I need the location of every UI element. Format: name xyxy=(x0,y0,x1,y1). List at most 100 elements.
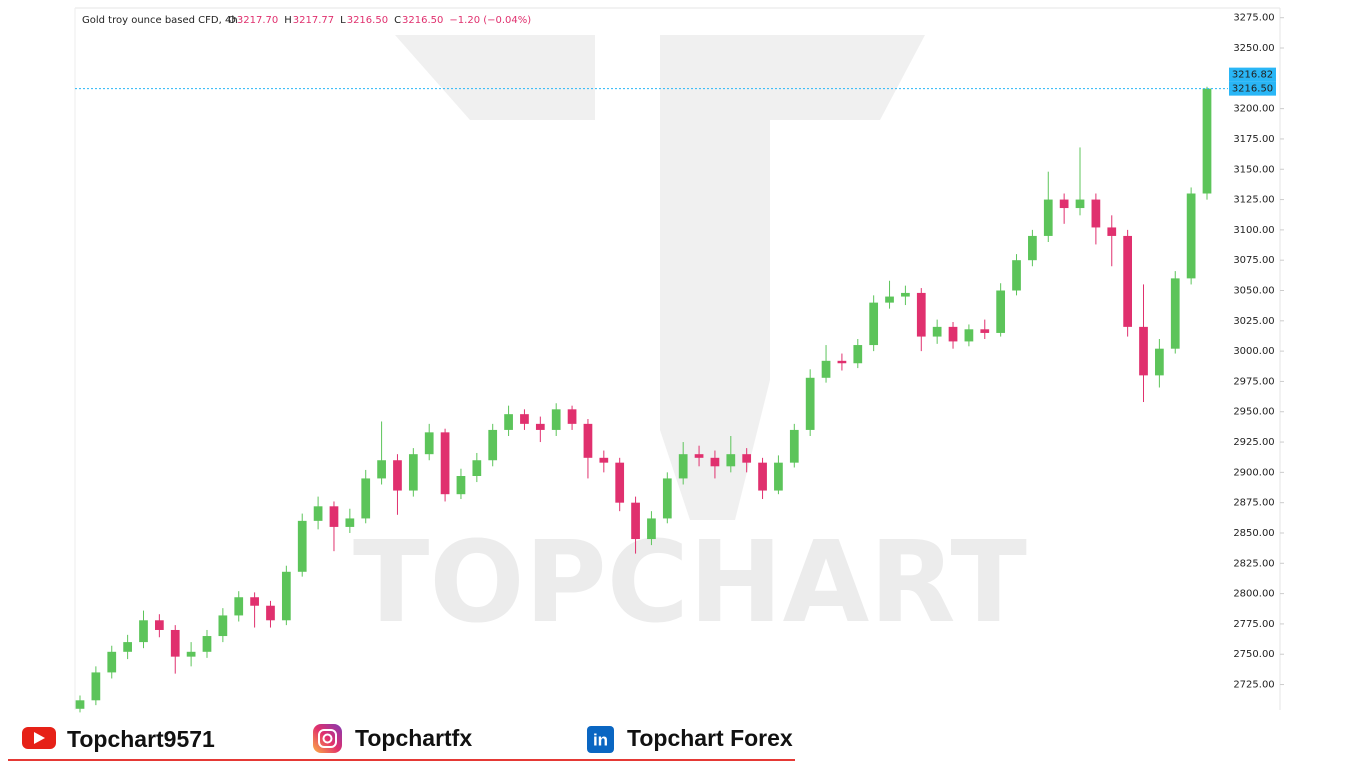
y-tick-label: 2850.00 xyxy=(1233,528,1274,539)
y-tick-label: 2900.00 xyxy=(1233,467,1274,478)
instagram-lens xyxy=(322,733,333,744)
price-label-box xyxy=(1229,67,1276,82)
candle-body xyxy=(424,432,434,455)
candle-body xyxy=(774,462,783,491)
ohlc-value: 3217.70 xyxy=(237,15,278,26)
candle-body xyxy=(1012,260,1021,291)
candle-body xyxy=(615,462,625,503)
ohlc-value: 3217.77 xyxy=(293,15,334,26)
plot xyxy=(75,86,1212,713)
candle-body xyxy=(964,329,974,342)
candle-body xyxy=(75,700,85,709)
candle-body xyxy=(567,409,577,424)
candle-body xyxy=(377,460,386,479)
ohlc-value: 3216.50 xyxy=(347,15,388,26)
candle-body xyxy=(107,651,117,673)
y-tick-label: 2925.00 xyxy=(1233,437,1274,448)
candle-body xyxy=(155,620,164,630)
watermark: TOPCHART xyxy=(353,518,1027,648)
y-tick-label: 2750.00 xyxy=(1233,649,1274,660)
candle-body xyxy=(123,642,132,652)
candle-body xyxy=(345,518,355,527)
social-handle: Topchart Forex xyxy=(627,725,793,751)
ohlc-header: O 3217.70 H 3217.77 L 3216.50 C 3216.50 −1.20 (−… xyxy=(228,15,531,26)
candle-body xyxy=(1075,199,1085,209)
y-tick-label: 2825.00 xyxy=(1233,558,1274,569)
candle-body xyxy=(742,454,752,463)
candle-body xyxy=(821,360,831,378)
candle-body xyxy=(551,409,561,430)
social-handle: Topchartfx xyxy=(355,725,472,751)
y-tick-label: 3250.00 xyxy=(1233,43,1274,54)
candle-body xyxy=(440,432,450,495)
y-tick-label: 3125.00 xyxy=(1233,195,1274,206)
candle-body xyxy=(916,292,926,337)
y-tick-label: 3275.00 xyxy=(1233,13,1274,24)
candle-body xyxy=(1155,348,1164,376)
social-handle: Topchart9571 xyxy=(67,726,215,752)
candle-body xyxy=(91,672,101,701)
candle-body xyxy=(1028,235,1037,261)
y-tick-label: 2875.00 xyxy=(1233,498,1274,509)
candle-body xyxy=(1139,326,1148,376)
candle-body xyxy=(329,506,339,527)
ohlc-label: C xyxy=(394,15,401,26)
candle-body xyxy=(393,460,402,491)
candle-body xyxy=(901,292,910,297)
candle-body xyxy=(281,571,291,621)
candle-body xyxy=(266,605,275,621)
candle-body xyxy=(218,615,228,637)
candle-body xyxy=(1123,235,1132,327)
candle-body xyxy=(631,502,640,540)
y-tick-label: 3025.00 xyxy=(1233,316,1274,327)
candle-body xyxy=(805,377,815,430)
watermark-logo xyxy=(395,35,925,520)
candle-body xyxy=(1170,278,1180,349)
candle-body xyxy=(1043,199,1053,236)
candle-body xyxy=(1107,227,1117,236)
candle-body xyxy=(535,423,545,430)
y-tick-label: 3175.00 xyxy=(1233,134,1274,145)
instagram-frame xyxy=(318,729,337,748)
ohlc-label: L xyxy=(340,15,346,26)
candle-body xyxy=(647,518,656,540)
candle-body xyxy=(1202,88,1212,194)
candle-body xyxy=(202,636,212,652)
candle-body xyxy=(504,414,513,430)
candle-body xyxy=(789,429,799,463)
linkedin-icon xyxy=(587,726,614,753)
candle-body xyxy=(313,506,323,521)
candle-body xyxy=(456,476,466,495)
price-label: 3216.82 xyxy=(1232,70,1273,81)
change: −1.20 (−0.04%) xyxy=(449,15,531,26)
y-tick-label: 3075.00 xyxy=(1233,255,1274,266)
candle-body xyxy=(234,597,244,616)
y-tick-label: 3200.00 xyxy=(1233,104,1274,115)
candle-body xyxy=(408,454,418,491)
candle-body xyxy=(1091,199,1101,228)
candle-body xyxy=(710,457,720,467)
chart-title: Gold troy ounce based CFD, 4h xyxy=(82,15,238,26)
candle-body xyxy=(948,326,958,342)
candle-body xyxy=(361,478,371,519)
y-tick-label: 3100.00 xyxy=(1233,225,1274,236)
y-tick-label: 3000.00 xyxy=(1233,346,1274,357)
candle-body xyxy=(996,290,1006,333)
candle-body xyxy=(186,651,196,657)
candle-body xyxy=(139,620,148,643)
candle-body xyxy=(980,329,990,333)
linkedin-mark: in xyxy=(593,730,608,749)
candle-body xyxy=(250,597,259,606)
y-tick-label: 2975.00 xyxy=(1233,376,1274,387)
candle-body xyxy=(1059,199,1069,209)
candle-body xyxy=(869,302,879,346)
y-tick-label: 3050.00 xyxy=(1233,285,1274,296)
candle-body xyxy=(726,454,736,467)
candle-body xyxy=(472,460,482,476)
candle-body xyxy=(488,429,498,461)
candle-body xyxy=(885,296,894,303)
candle-body xyxy=(520,414,529,424)
candle-body xyxy=(758,462,767,491)
y-tick-label: 3150.00 xyxy=(1233,164,1274,175)
